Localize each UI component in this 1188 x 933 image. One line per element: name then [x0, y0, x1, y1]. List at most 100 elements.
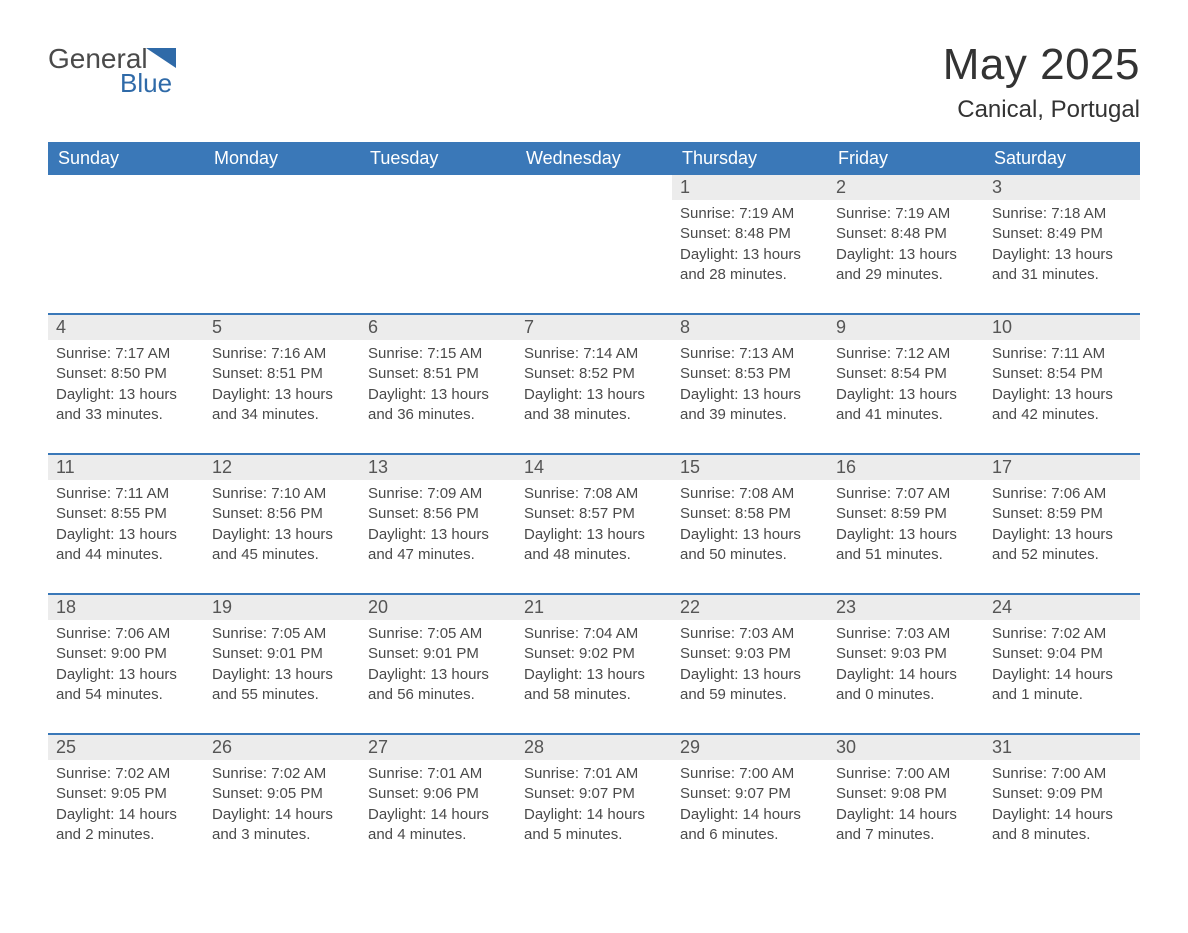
calendar-day: 17Sunrise: 7:06 AMSunset: 8:59 PMDayligh…	[984, 454, 1140, 594]
sunset-text: Sunset: 9:01 PM	[212, 644, 352, 664]
weekday-header: Monday	[204, 142, 360, 175]
calendar-day: 11Sunrise: 7:11 AMSunset: 8:55 PMDayligh…	[48, 454, 204, 594]
daylight-text: and 58 minutes.	[524, 685, 664, 705]
day-content: Sunrise: 7:17 AMSunset: 8:50 PMDaylight:…	[48, 340, 204, 425]
daylight-text: and 54 minutes.	[56, 685, 196, 705]
sunrise-text: Sunrise: 7:02 AM	[56, 764, 196, 784]
day-content: Sunrise: 7:15 AMSunset: 8:51 PMDaylight:…	[360, 340, 516, 425]
daylight-text: Daylight: 14 hours	[680, 805, 820, 825]
day-content: Sunrise: 7:12 AMSunset: 8:54 PMDaylight:…	[828, 340, 984, 425]
day-number: 7	[516, 315, 672, 340]
sunset-text: Sunset: 8:54 PM	[992, 364, 1132, 384]
daylight-text: Daylight: 13 hours	[992, 245, 1132, 265]
weekday-header: Wednesday	[516, 142, 672, 175]
daylight-text: and 45 minutes.	[212, 545, 352, 565]
calendar-header-row: SundayMondayTuesdayWednesdayThursdayFrid…	[48, 142, 1140, 175]
sunrise-text: Sunrise: 7:04 AM	[524, 624, 664, 644]
day-number: 12	[204, 455, 360, 480]
logo-triangle-icon	[146, 48, 176, 68]
daylight-text: Daylight: 13 hours	[992, 525, 1132, 545]
sunrise-text: Sunrise: 7:08 AM	[524, 484, 664, 504]
day-content: Sunrise: 7:13 AMSunset: 8:53 PMDaylight:…	[672, 340, 828, 425]
weekday-header: Tuesday	[360, 142, 516, 175]
sunrise-text: Sunrise: 7:01 AM	[524, 764, 664, 784]
calendar-day: 15Sunrise: 7:08 AMSunset: 8:58 PMDayligh…	[672, 454, 828, 594]
daylight-text: Daylight: 13 hours	[524, 385, 664, 405]
sunrise-text: Sunrise: 7:14 AM	[524, 344, 664, 364]
sunrise-text: Sunrise: 7:02 AM	[992, 624, 1132, 644]
day-content: Sunrise: 7:05 AMSunset: 9:01 PMDaylight:…	[204, 620, 360, 705]
sunset-text: Sunset: 8:56 PM	[368, 504, 508, 524]
daylight-text: and 2 minutes.	[56, 825, 196, 845]
day-number: 28	[516, 735, 672, 760]
daylight-text: Daylight: 13 hours	[212, 385, 352, 405]
sunrise-text: Sunrise: 7:19 AM	[836, 204, 976, 224]
sunset-text: Sunset: 9:03 PM	[680, 644, 820, 664]
daylight-text: Daylight: 13 hours	[836, 525, 976, 545]
daylight-text: Daylight: 14 hours	[992, 665, 1132, 685]
daylight-text: Daylight: 14 hours	[524, 805, 664, 825]
daylight-text: and 8 minutes.	[992, 825, 1132, 845]
day-content: Sunrise: 7:02 AMSunset: 9:05 PMDaylight:…	[48, 760, 204, 845]
calendar-day: 22Sunrise: 7:03 AMSunset: 9:03 PMDayligh…	[672, 594, 828, 734]
sunset-text: Sunset: 8:49 PM	[992, 224, 1132, 244]
day-content: Sunrise: 7:02 AMSunset: 9:05 PMDaylight:…	[204, 760, 360, 845]
day-content: Sunrise: 7:01 AMSunset: 9:06 PMDaylight:…	[360, 760, 516, 845]
sunrise-text: Sunrise: 7:00 AM	[680, 764, 820, 784]
day-content: Sunrise: 7:04 AMSunset: 9:02 PMDaylight:…	[516, 620, 672, 705]
daylight-text: Daylight: 14 hours	[836, 805, 976, 825]
calendar-day: 7Sunrise: 7:14 AMSunset: 8:52 PMDaylight…	[516, 314, 672, 454]
daylight-text: Daylight: 13 hours	[992, 385, 1132, 405]
sunset-text: Sunset: 8:54 PM	[836, 364, 976, 384]
daylight-text: Daylight: 13 hours	[680, 665, 820, 685]
calendar-day: 3Sunrise: 7:18 AMSunset: 8:49 PMDaylight…	[984, 175, 1140, 314]
day-content: Sunrise: 7:14 AMSunset: 8:52 PMDaylight:…	[516, 340, 672, 425]
calendar-day: 18Sunrise: 7:06 AMSunset: 9:00 PMDayligh…	[48, 594, 204, 734]
daylight-text: Daylight: 13 hours	[524, 525, 664, 545]
daylight-text: and 56 minutes.	[368, 685, 508, 705]
sunset-text: Sunset: 8:56 PM	[212, 504, 352, 524]
daylight-text: and 3 minutes.	[212, 825, 352, 845]
calendar-day: 9Sunrise: 7:12 AMSunset: 8:54 PMDaylight…	[828, 314, 984, 454]
day-number: 24	[984, 595, 1140, 620]
daylight-text: and 34 minutes.	[212, 405, 352, 425]
daylight-text: and 47 minutes.	[368, 545, 508, 565]
daylight-text: and 38 minutes.	[524, 405, 664, 425]
daylight-text: and 0 minutes.	[836, 685, 976, 705]
sunrise-text: Sunrise: 7:05 AM	[368, 624, 508, 644]
sunrise-text: Sunrise: 7:17 AM	[56, 344, 196, 364]
month-title: May 2025	[943, 40, 1140, 90]
daylight-text: and 59 minutes.	[680, 685, 820, 705]
daylight-text: Daylight: 13 hours	[368, 665, 508, 685]
calendar-day: 24Sunrise: 7:02 AMSunset: 9:04 PMDayligh…	[984, 594, 1140, 734]
day-number: 8	[672, 315, 828, 340]
daylight-text: Daylight: 14 hours	[992, 805, 1132, 825]
daylight-text: Daylight: 13 hours	[836, 385, 976, 405]
daylight-text: and 5 minutes.	[524, 825, 664, 845]
day-number: 30	[828, 735, 984, 760]
calendar-day: 25Sunrise: 7:02 AMSunset: 9:05 PMDayligh…	[48, 734, 204, 873]
calendar-day: 28Sunrise: 7:01 AMSunset: 9:07 PMDayligh…	[516, 734, 672, 873]
calendar-week: 4Sunrise: 7:17 AMSunset: 8:50 PMDaylight…	[48, 314, 1140, 454]
logo: General Blue	[48, 40, 208, 96]
calendar-week: 11Sunrise: 7:11 AMSunset: 8:55 PMDayligh…	[48, 454, 1140, 594]
day-number: 26	[204, 735, 360, 760]
sunset-text: Sunset: 8:57 PM	[524, 504, 664, 524]
daylight-text: Daylight: 13 hours	[680, 525, 820, 545]
day-content: Sunrise: 7:07 AMSunset: 8:59 PMDaylight:…	[828, 480, 984, 565]
daylight-text: Daylight: 13 hours	[680, 385, 820, 405]
sunset-text: Sunset: 9:02 PM	[524, 644, 664, 664]
calendar-day: 13Sunrise: 7:09 AMSunset: 8:56 PMDayligh…	[360, 454, 516, 594]
day-content: Sunrise: 7:00 AMSunset: 9:07 PMDaylight:…	[672, 760, 828, 845]
daylight-text: Daylight: 14 hours	[212, 805, 352, 825]
sunset-text: Sunset: 9:09 PM	[992, 784, 1132, 804]
day-content: Sunrise: 7:09 AMSunset: 8:56 PMDaylight:…	[360, 480, 516, 565]
sunset-text: Sunset: 8:50 PM	[56, 364, 196, 384]
sunset-text: Sunset: 9:01 PM	[368, 644, 508, 664]
daylight-text: Daylight: 13 hours	[836, 245, 976, 265]
sunrise-text: Sunrise: 7:06 AM	[56, 624, 196, 644]
calendar-table: SundayMondayTuesdayWednesdayThursdayFrid…	[48, 142, 1140, 873]
sunrise-text: Sunrise: 7:02 AM	[212, 764, 352, 784]
daylight-text: Daylight: 13 hours	[368, 385, 508, 405]
daylight-text: Daylight: 13 hours	[56, 665, 196, 685]
